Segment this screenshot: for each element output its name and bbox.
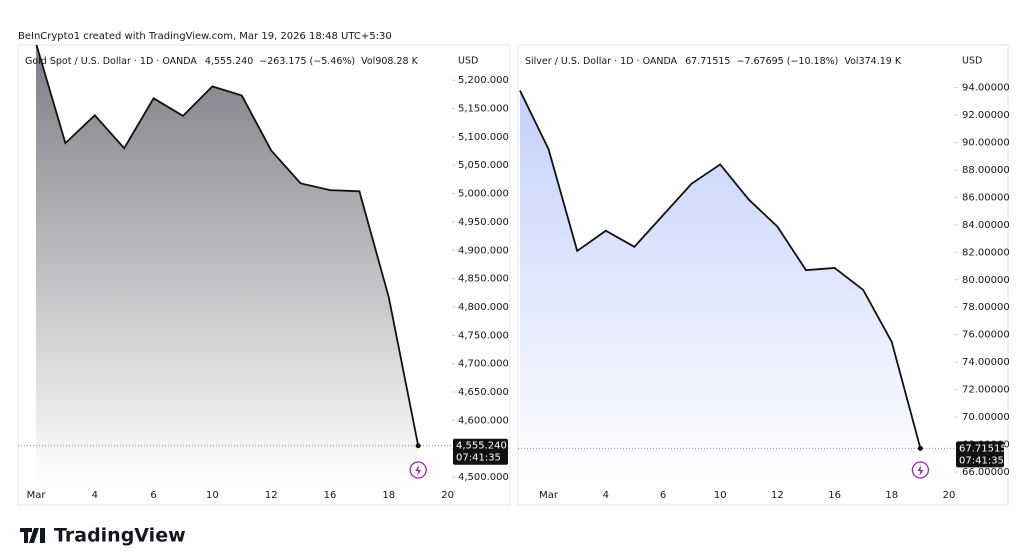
x-tick-label: 20 [441, 490, 454, 501]
y-tick-label: 82.00000 [962, 247, 1010, 258]
logo [20, 528, 45, 543]
x-tick-label: 12 [265, 490, 278, 501]
y-tick-label: 5,000.000 [458, 189, 509, 200]
header-price: 67.71515 [685, 56, 730, 67]
y-tick-label: 5,050.000 [458, 160, 509, 171]
price-label: 4,555.240 [456, 441, 507, 452]
x-tick-label: 4 [603, 490, 609, 501]
price-line [519, 90, 922, 449]
y-tick-label: 74.00000 [962, 357, 1010, 368]
x-tick-label: 6 [660, 490, 666, 501]
y-tick-label: 86.00000 [962, 192, 1010, 203]
alert-icon [409, 461, 427, 479]
y-tick-label: 4,650.000 [458, 387, 509, 398]
header: BeInCrypto1 created with TradingView.com… [18, 31, 392, 42]
header-price: 4,555.240 [205, 56, 253, 67]
y-tick-label: 94.00000 [962, 83, 1010, 94]
countdown: 07:41:35 [959, 455, 1004, 466]
y-tick-label: 78.00000 [962, 302, 1010, 313]
y-tick-label: 5,150.000 [458, 104, 509, 115]
y-tick-label: 72.00000 [962, 385, 1010, 396]
header-volume: Vol908.28 K [361, 56, 418, 67]
legend: Gold Spot / U.S. Dollar · 1D · OANDA 4,55… [25, 56, 419, 67]
y-tick-label: 4,850.000 [458, 274, 509, 285]
footer-brand: TradingView [54, 525, 186, 547]
y-tick-label: 80.00000 [962, 275, 1010, 286]
header-change: −263.175 (−5.46%) [259, 56, 355, 67]
plot [519, 90, 922, 485]
panel-border [517, 44, 1009, 506]
price-line [35, 45, 420, 446]
y-tick-label: 84.00000 [962, 220, 1010, 231]
x-tick-label: 16 [324, 490, 337, 501]
panel-border [17, 44, 511, 506]
y-tick-label: 4,600.000 [458, 415, 509, 426]
x-tick-label: Mar [539, 490, 559, 501]
legend: Silver / U.S. Dollar · 1D · OANDA 67.7151… [525, 56, 902, 67]
x-tick-label: Mar [27, 490, 47, 501]
x-tick-label: 18 [885, 490, 898, 501]
last-point [415, 443, 421, 449]
y-tick-label: 66.00000 [962, 467, 1010, 478]
y-tick-label: 92.00000 [962, 110, 1010, 121]
x-tick-label: 6 [150, 490, 156, 501]
y-tick-label: 4,900.000 [458, 245, 509, 256]
plot [35, 45, 420, 485]
last-point [917, 445, 923, 451]
alert-bolt [917, 465, 924, 476]
x-tick-label: 10 [714, 490, 727, 501]
y-tick-label: 4,750.000 [458, 330, 509, 341]
y-tick-label: 76.00000 [962, 330, 1010, 341]
header-volume: Vol374.19 K [844, 56, 901, 67]
y-tick-label: 4,700.000 [458, 359, 509, 370]
y-tick-label: 70.00000 [962, 412, 1010, 423]
alert-bolt [415, 465, 422, 476]
x-tick-label: 18 [382, 490, 395, 501]
currency-label: USD [458, 56, 478, 67]
price-box [453, 438, 508, 465]
y-tick-label: 5,200.000 [458, 75, 509, 86]
countdown: 07:41:35 [456, 453, 501, 464]
currency-label: USD [962, 56, 982, 67]
price-box [956, 441, 1004, 468]
x-tick-label: 16 [828, 490, 841, 501]
y-tick-label: 4,950.000 [458, 217, 509, 228]
y-tick-label: 4,500.000 [458, 472, 509, 483]
x-tick-label: 4 [92, 490, 98, 501]
price-label: 67.71515 [959, 443, 1007, 454]
chart-title: Gold Spot / U.S. Dollar · 1D · OANDA [25, 56, 197, 67]
x-tick-label: 12 [771, 490, 784, 501]
chart-title: Silver / U.S. Dollar · 1D · OANDA [525, 56, 678, 67]
area-fill [520, 90, 921, 485]
x-tick-label: 10 [206, 490, 219, 501]
y-tick-label: 88.00000 [962, 165, 1010, 176]
y-tick-label: 5,100.000 [458, 132, 509, 143]
header-change: −7.67695 (−10.18%) [736, 56, 838, 67]
y-tick-label: 4,800.000 [458, 302, 509, 313]
alert-icon [911, 461, 930, 479]
area-fill [36, 45, 419, 485]
y-tick-label: 90.00000 [962, 137, 1010, 148]
x-tick-label: 20 [943, 490, 956, 501]
